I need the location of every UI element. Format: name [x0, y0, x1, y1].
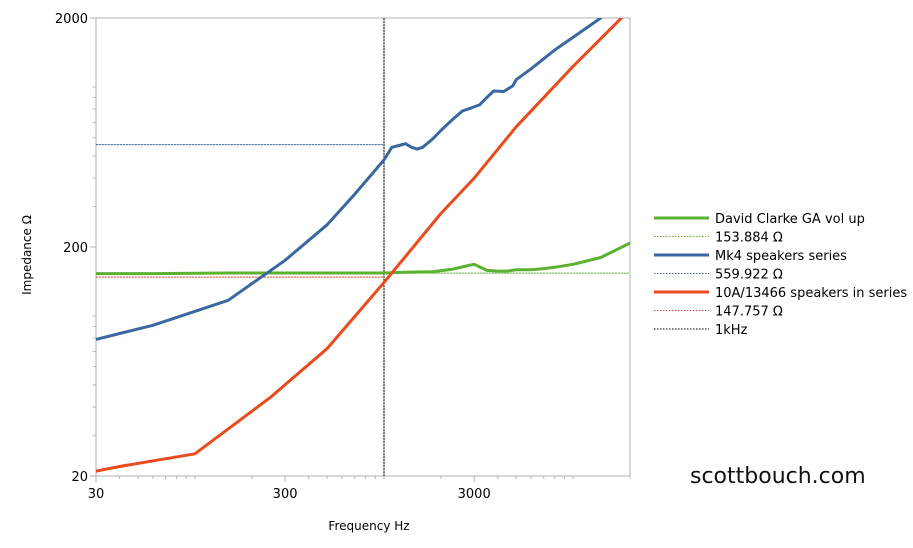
x-tick-label: 3000 — [458, 487, 491, 502]
x-axis-title: Frequency Hz — [328, 519, 409, 533]
watermark: scottbouch.com — [690, 464, 866, 489]
y-tick-label: 200 — [63, 241, 88, 256]
plot-area — [95, 17, 631, 477]
series-line-2 — [96, 18, 603, 341]
series-line-4 — [96, 18, 624, 473]
legend-entry: 153.884 Ω — [715, 231, 783, 246]
y-axis-title: Impedance Ω — [20, 215, 34, 295]
legend-entry: 10A/13466 speakers in series — [715, 286, 907, 301]
legend-entry: 559.922 Ω — [715, 268, 783, 283]
y-tick-label: 20 — [71, 470, 88, 485]
x-tick-label: 300 — [273, 487, 298, 502]
legend-entry: Mk4 speakers series — [715, 249, 847, 264]
y-tick-label: 2000 — [55, 12, 88, 27]
series-line-0 — [96, 241, 630, 276]
legend-entry: 1kHz — [715, 323, 748, 338]
x-tick-label: 30 — [88, 487, 105, 502]
legend-entry: David Clarke GA vol up — [715, 212, 865, 227]
legend-entry: 147.757 Ω — [715, 305, 783, 320]
